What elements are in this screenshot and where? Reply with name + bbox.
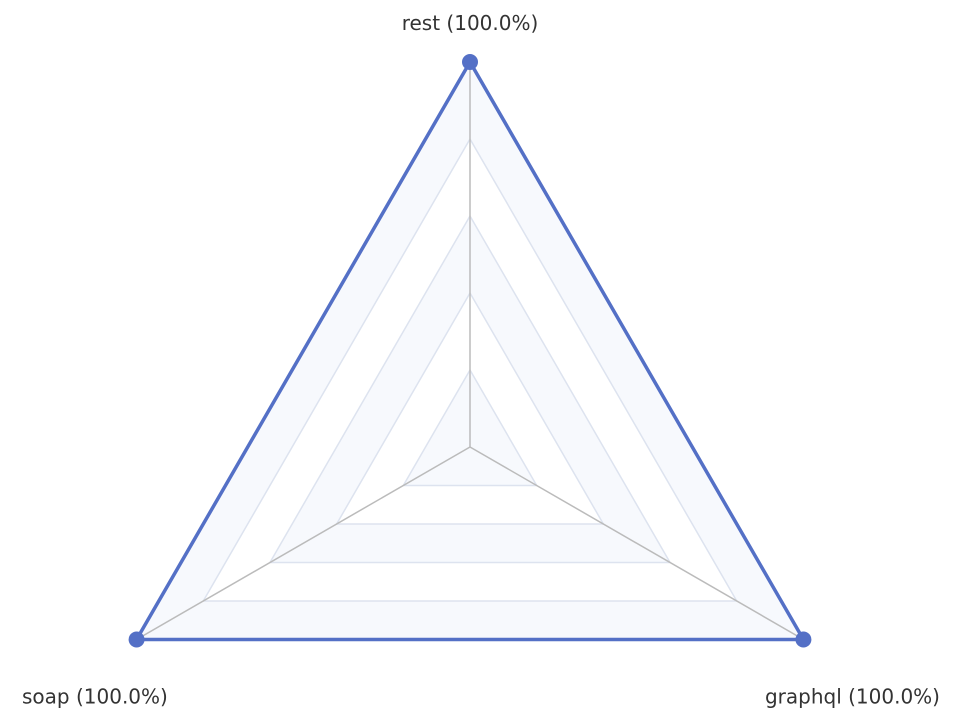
series-polygon [134,60,806,642]
series-layer [128,54,812,648]
data-point-graphql [795,631,812,648]
label-layer: rest (100.0%) graphql (100.0%) soap (100.0… [22,11,940,709]
data-point-rest [462,54,478,70]
axis-layer [136,62,804,641]
axis-line-graphql [469,446,804,641]
axis-label-graphql: graphql (100.0%) [765,685,940,709]
axis-line-soap [136,446,471,641]
data-point-soap [128,631,145,648]
axis-label-rest: rest (100.0%) [402,11,539,35]
axis-label-soap: soap (100.0%) [22,685,168,709]
